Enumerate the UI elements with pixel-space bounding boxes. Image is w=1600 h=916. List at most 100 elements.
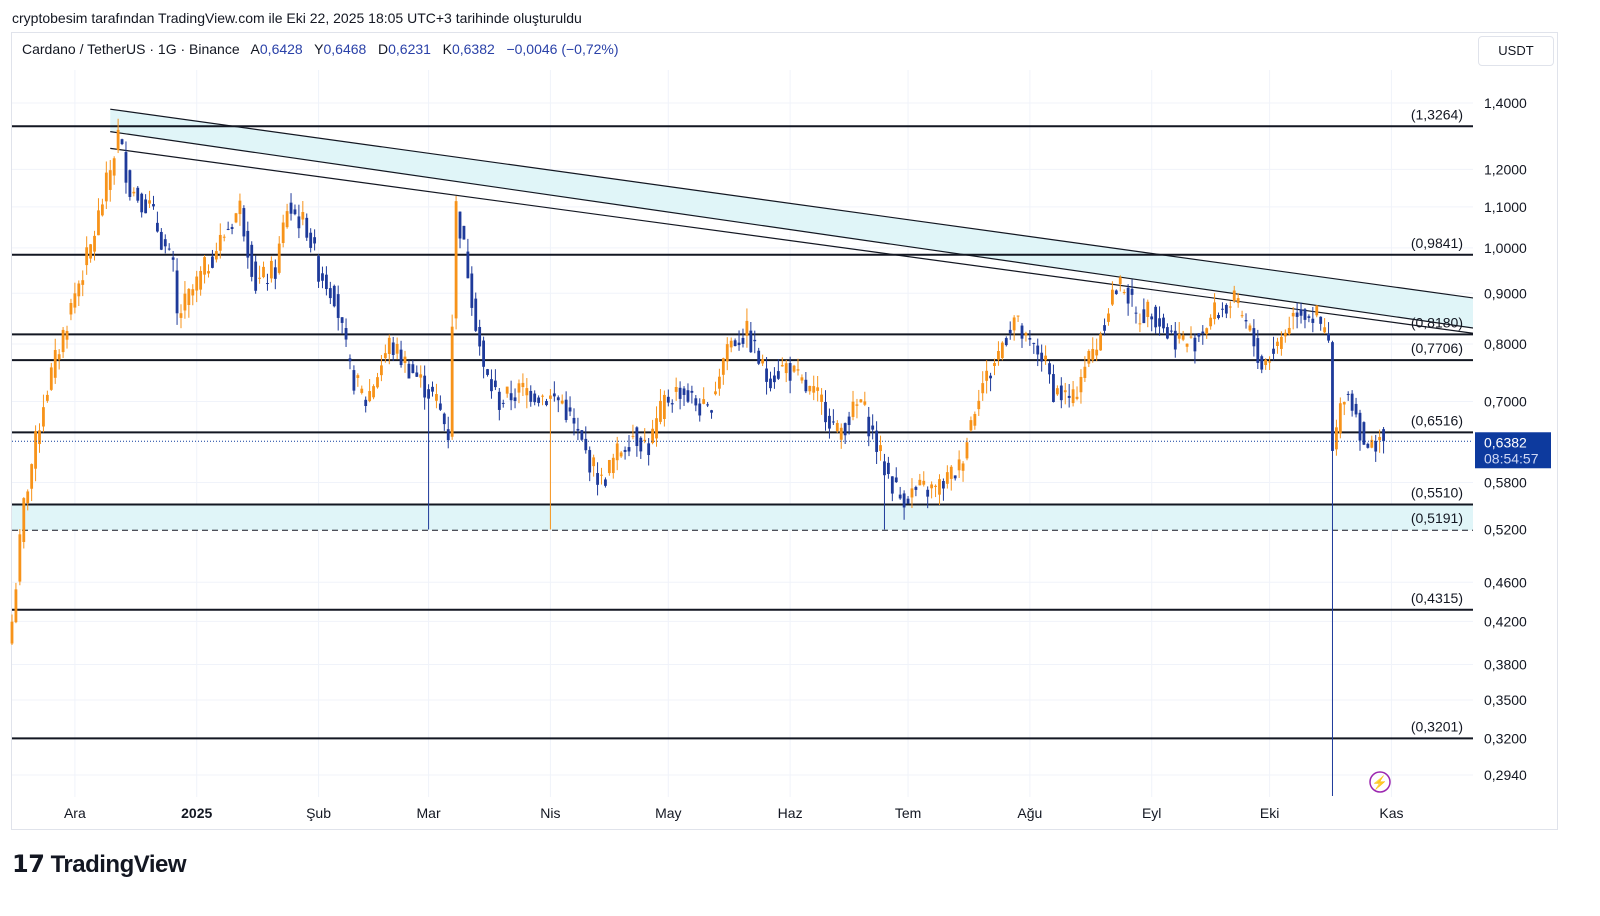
candle-body	[501, 402, 505, 404]
candle-body	[635, 427, 639, 446]
candle-body	[1209, 317, 1213, 327]
candle-body	[835, 422, 839, 431]
candle-body	[655, 418, 658, 439]
candle-body	[1040, 352, 1044, 362]
candle-body	[112, 158, 116, 176]
candle-body	[285, 211, 289, 228]
candle-body	[376, 377, 379, 388]
candle-body	[808, 385, 812, 392]
candle-body	[639, 437, 643, 452]
candle-body	[148, 200, 151, 204]
level-label: (0,3201)	[1411, 718, 1463, 734]
chart-credit: cryptobesim tarafından TradingView.com i…	[12, 10, 582, 26]
symbol-legend: Cardano / TetherUS · 1G · Binance A0,642…	[22, 41, 619, 57]
candle-body	[380, 365, 383, 376]
y-tick-label: 0,4200	[1484, 613, 1527, 629]
candle-body	[1181, 335, 1185, 340]
candle-body	[30, 464, 34, 489]
y-tick-label: 1,4000	[1484, 95, 1527, 111]
candle-body	[1299, 309, 1303, 316]
candle-body	[38, 430, 41, 445]
lightning-glyph: ⚡	[1372, 775, 1388, 791]
candle-body	[1048, 363, 1051, 375]
candle-body	[564, 399, 568, 420]
candle-body	[529, 390, 533, 402]
candle-body	[592, 457, 596, 467]
tradingview-logo: 𝟭𝟳 TradingView	[12, 850, 187, 879]
candle-body	[871, 425, 875, 430]
level-label: (0,6516)	[1411, 412, 1463, 428]
candle-body	[222, 236, 226, 238]
x-tick-label: Eyl	[1142, 805, 1161, 821]
candle-body	[812, 386, 816, 393]
candle-body	[537, 397, 541, 403]
candle-body	[1295, 312, 1299, 317]
candle-body	[435, 394, 438, 401]
candle-body	[973, 413, 977, 426]
candle-body	[1264, 359, 1268, 366]
candle-body	[454, 201, 458, 319]
candle-body	[340, 317, 344, 323]
candle-body	[1370, 439, 1374, 448]
candle-body	[914, 487, 918, 490]
candle-body	[348, 358, 352, 362]
x-tick-label: Ara	[64, 805, 86, 821]
candle-body	[659, 400, 662, 422]
candle-body	[1028, 337, 1032, 340]
candle-body	[627, 447, 631, 452]
candle-body	[533, 393, 537, 403]
candle-body	[1248, 325, 1252, 331]
candle-body	[203, 257, 206, 275]
low-value: 0,6231	[388, 41, 431, 57]
level-label: (0,8180)	[1411, 314, 1463, 330]
candle-body	[607, 459, 611, 474]
candle-body	[934, 485, 937, 487]
candle-body	[191, 289, 195, 296]
candle-body	[1201, 331, 1205, 334]
symbol-name[interactable]: Cardano / TetherUS · 1G · Binance	[22, 41, 240, 57]
candle-body	[81, 280, 85, 285]
candle-body	[22, 498, 26, 542]
candle-body	[152, 204, 155, 207]
candle-body	[458, 211, 462, 239]
logo-text: TradingView	[50, 851, 187, 878]
candle-body	[859, 399, 863, 403]
candle-body	[1193, 337, 1197, 352]
currency-button[interactable]: USDT	[1478, 36, 1554, 66]
candle-body	[698, 403, 702, 416]
trendline	[110, 108, 1473, 299]
candle-body	[1350, 393, 1354, 411]
candle-body	[352, 370, 356, 391]
level-label: (1,3264)	[1411, 106, 1463, 122]
candle-body	[517, 383, 521, 393]
candle-body	[1020, 325, 1024, 339]
candle-body	[584, 438, 588, 451]
candle-body	[1075, 396, 1079, 399]
candle-body	[1111, 289, 1114, 305]
candle-body	[1095, 349, 1099, 356]
candle-body	[981, 383, 985, 394]
candle-body	[1103, 325, 1106, 331]
candle-body	[541, 395, 544, 397]
candle-body	[132, 191, 136, 194]
candle-body	[18, 534, 22, 582]
candle-body	[816, 387, 820, 391]
level-label: (0,9841)	[1411, 235, 1463, 251]
candle-body	[831, 421, 835, 423]
candle-body	[1307, 316, 1311, 318]
candle-body	[942, 481, 945, 489]
candle-body	[890, 476, 894, 494]
candle-body	[1000, 342, 1004, 359]
candle-body	[1134, 312, 1138, 314]
candle-body	[1177, 334, 1181, 339]
candle-body	[179, 313, 183, 318]
candle-body	[623, 449, 627, 452]
candle-body	[1291, 312, 1295, 317]
candle-body	[328, 288, 332, 299]
candle-body	[65, 331, 69, 340]
level-label: (0,5191)	[1411, 510, 1463, 526]
candle-body	[761, 359, 765, 364]
candle-body	[678, 387, 682, 399]
candle-body	[450, 326, 454, 437]
